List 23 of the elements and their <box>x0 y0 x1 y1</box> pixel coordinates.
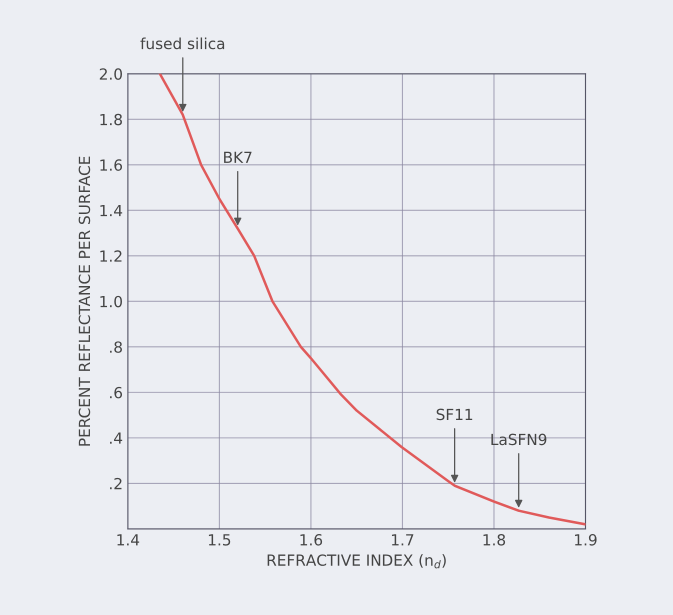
y-tick-label: 2.0 <box>100 68 122 80</box>
x-tick-label: 1.4 <box>117 534 140 546</box>
x-axis-title: REFRACTIVE INDEX (n$_{d}$) <box>268 554 446 568</box>
line-series <box>158 74 586 526</box>
x-tick-label: 1.7 <box>392 534 414 546</box>
y-axis-title: PERCENT REFLECTANCE PER SURFACE <box>78 156 90 446</box>
y-tick-label: 1.0 <box>100 296 122 308</box>
y-tick-label: .8 <box>110 341 122 353</box>
annotation: LaSFN9 <box>491 434 546 446</box>
annotation: SF11 <box>436 408 472 420</box>
annotation: BK7 <box>224 152 252 163</box>
y-tick-label: .2 <box>110 478 122 490</box>
y-tick-label: .6 <box>110 386 122 398</box>
y-tick-label: 1.8 <box>100 114 122 126</box>
annotation: fused silica <box>140 37 224 50</box>
y-tick-label: 1.2 <box>100 250 122 262</box>
x-tick-label: 1.6 <box>300 534 322 546</box>
y-tick-label: 1.6 <box>100 159 122 171</box>
x-tick-label: 1.5 <box>208 534 230 546</box>
y-tick-label: 1.4 <box>100 204 122 216</box>
x-tick-label: 1.8 <box>484 534 506 546</box>
y-tick-label: .4 <box>110 432 122 444</box>
x-tick-label: 1.9 <box>575 534 597 546</box>
